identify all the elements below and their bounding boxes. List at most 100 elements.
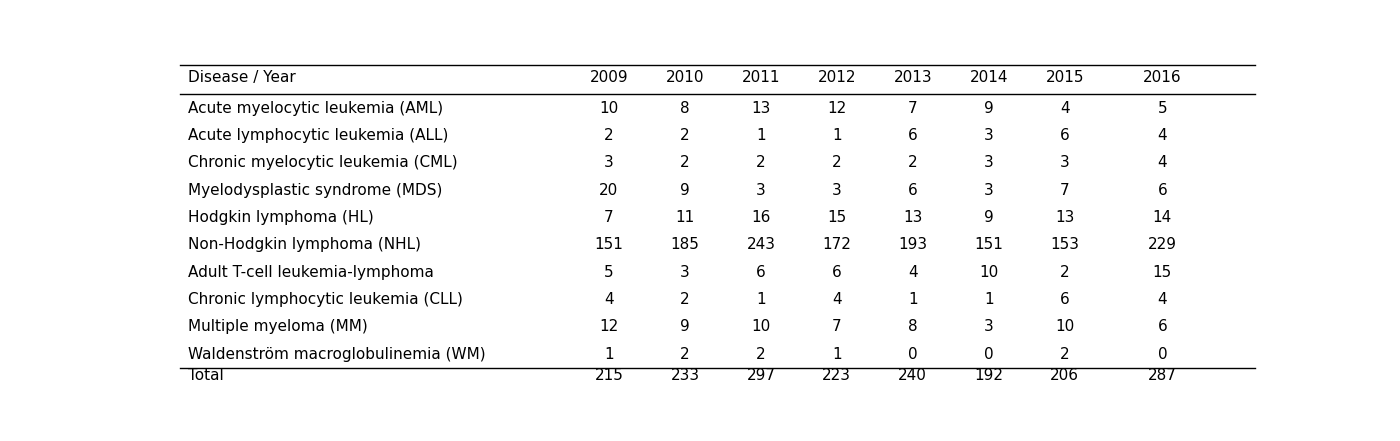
Text: Myelodysplastic syndrome (MDS): Myelodysplastic syndrome (MDS) [188, 183, 442, 198]
Text: Acute myelocytic leukemia (AML): Acute myelocytic leukemia (AML) [188, 101, 444, 116]
Text: 9: 9 [680, 319, 690, 334]
Text: 172: 172 [822, 237, 851, 252]
Text: Acute lymphocytic leukemia (ALL): Acute lymphocytic leukemia (ALL) [188, 128, 448, 143]
Text: 13: 13 [903, 210, 923, 225]
Text: 2: 2 [680, 292, 690, 307]
Text: 2010: 2010 [666, 71, 704, 86]
Text: 215: 215 [595, 368, 623, 383]
Text: 3: 3 [1060, 155, 1070, 170]
Text: 6: 6 [832, 265, 841, 280]
Text: 193: 193 [899, 237, 927, 252]
Text: 185: 185 [671, 237, 700, 252]
Text: 2: 2 [1060, 347, 1070, 362]
Text: 10: 10 [1056, 319, 1074, 334]
Text: 4: 4 [1060, 101, 1070, 116]
Text: 9: 9 [680, 183, 690, 198]
Text: 15: 15 [1152, 265, 1172, 280]
Text: 2014: 2014 [969, 71, 1008, 86]
Text: 6: 6 [909, 128, 917, 143]
Text: 2: 2 [832, 155, 841, 170]
Text: 2: 2 [680, 155, 690, 170]
Text: 6: 6 [756, 265, 766, 280]
Text: 3: 3 [756, 183, 766, 198]
Text: 3: 3 [984, 319, 994, 334]
Text: 1: 1 [756, 292, 766, 307]
Text: 192: 192 [974, 368, 1004, 383]
Text: Multiple myeloma (MM): Multiple myeloma (MM) [188, 319, 368, 334]
Text: 0: 0 [909, 347, 917, 362]
Text: 240: 240 [899, 368, 927, 383]
Text: Waldenström macroglobulinemia (WM): Waldenström macroglobulinemia (WM) [188, 347, 486, 362]
Text: 7: 7 [832, 319, 841, 334]
Text: 1: 1 [909, 292, 917, 307]
Text: 13: 13 [1056, 210, 1074, 225]
Text: 223: 223 [822, 368, 851, 383]
Text: 297: 297 [746, 368, 776, 383]
Text: 6: 6 [1158, 319, 1168, 334]
Text: 151: 151 [595, 237, 623, 252]
Text: 4: 4 [832, 292, 841, 307]
Text: 2013: 2013 [893, 71, 932, 86]
Text: 4: 4 [909, 265, 917, 280]
Text: 3: 3 [605, 155, 613, 170]
Text: 10: 10 [979, 265, 998, 280]
Text: 6: 6 [909, 183, 917, 198]
Text: 2012: 2012 [818, 71, 857, 86]
Text: 8: 8 [680, 101, 690, 116]
Text: 11: 11 [675, 210, 694, 225]
Text: 3: 3 [832, 183, 841, 198]
Text: Hodgkin lymphoma (HL): Hodgkin lymphoma (HL) [188, 210, 374, 225]
Text: 10: 10 [752, 319, 770, 334]
Text: 3: 3 [680, 265, 690, 280]
Text: 2011: 2011 [742, 71, 780, 86]
Text: 12: 12 [827, 101, 847, 116]
Text: 1: 1 [984, 292, 994, 307]
Text: 3: 3 [984, 128, 994, 143]
Text: 1: 1 [605, 347, 613, 362]
Text: Total: Total [188, 368, 224, 383]
Text: 9: 9 [984, 101, 994, 116]
Text: 287: 287 [1148, 368, 1177, 383]
Text: 3: 3 [984, 183, 994, 198]
Text: 4: 4 [605, 292, 613, 307]
Text: 243: 243 [746, 237, 776, 252]
Text: 14: 14 [1152, 210, 1172, 225]
Text: 0: 0 [984, 347, 994, 362]
Text: 6: 6 [1060, 292, 1070, 307]
Text: 2: 2 [756, 347, 766, 362]
Text: 15: 15 [827, 210, 847, 225]
Text: 4: 4 [1158, 292, 1168, 307]
Text: 2: 2 [1060, 265, 1070, 280]
Text: 233: 233 [671, 368, 700, 383]
Text: 5: 5 [1158, 101, 1168, 116]
Text: 13: 13 [752, 101, 770, 116]
Text: 2: 2 [909, 155, 917, 170]
Text: 8: 8 [909, 319, 917, 334]
Text: 1: 1 [756, 128, 766, 143]
Text: 153: 153 [1050, 237, 1079, 252]
Text: 1: 1 [832, 128, 841, 143]
Text: 0: 0 [1158, 347, 1168, 362]
Text: 2: 2 [680, 347, 690, 362]
Text: 6: 6 [1158, 183, 1168, 198]
Text: 10: 10 [599, 101, 619, 116]
Text: 16: 16 [752, 210, 770, 225]
Text: 20: 20 [599, 183, 619, 198]
Text: Chronic lymphocytic leukemia (CLL): Chronic lymphocytic leukemia (CLL) [188, 292, 463, 307]
Text: 2016: 2016 [1142, 71, 1182, 86]
Text: 5: 5 [605, 265, 613, 280]
Text: 6: 6 [1060, 128, 1070, 143]
Text: 7: 7 [605, 210, 613, 225]
Text: 4: 4 [1158, 155, 1168, 170]
Text: 7: 7 [1060, 183, 1070, 198]
Text: 2: 2 [680, 128, 690, 143]
Text: 206: 206 [1050, 368, 1079, 383]
Text: 1: 1 [832, 347, 841, 362]
Text: 2009: 2009 [589, 71, 629, 86]
Text: 2: 2 [756, 155, 766, 170]
Text: 12: 12 [599, 319, 619, 334]
Text: 9: 9 [984, 210, 994, 225]
Text: 3: 3 [984, 155, 994, 170]
Text: Disease / Year: Disease / Year [188, 71, 295, 86]
Text: 2015: 2015 [1046, 71, 1084, 86]
